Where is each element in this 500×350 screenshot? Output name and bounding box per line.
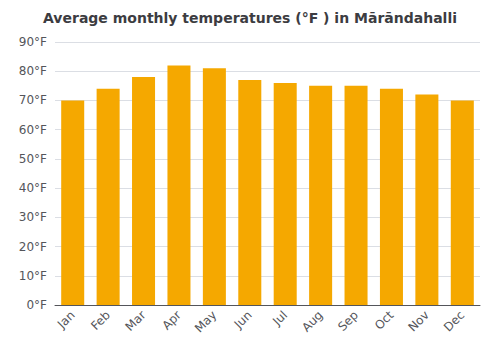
svg-text:Mar: Mar (123, 308, 149, 334)
svg-text:Average monthly temperatures (: Average monthly temperatures (°F ) in Mā… (43, 10, 457, 26)
svg-text:Nov: Nov (405, 308, 431, 334)
svg-text:70°F: 70°F (19, 93, 47, 107)
svg-text:Jan: Jan (54, 308, 78, 332)
svg-text:Dec: Dec (441, 308, 467, 334)
svg-text:Aug: Aug (299, 308, 325, 334)
svg-text:Sep: Sep (335, 308, 361, 334)
svg-text:May: May (192, 308, 219, 335)
svg-text:30°F: 30°F (19, 210, 47, 224)
svg-text:Oct: Oct (372, 308, 397, 333)
svg-text:Jun: Jun (231, 308, 255, 332)
svg-text:20°F: 20°F (19, 240, 47, 254)
svg-text:50°F: 50°F (19, 152, 47, 166)
svg-text:10°F: 10°F (19, 269, 47, 283)
svg-text:0°F: 0°F (26, 298, 47, 312)
svg-text:90°F: 90°F (19, 35, 47, 49)
svg-text:60°F: 60°F (19, 123, 47, 137)
svg-text:Feb: Feb (88, 308, 113, 333)
svg-text:80°F: 80°F (19, 64, 47, 78)
svg-text:Apr: Apr (159, 308, 184, 333)
svg-text:Jul: Jul (269, 308, 290, 329)
svg-text:40°F: 40°F (19, 181, 47, 195)
